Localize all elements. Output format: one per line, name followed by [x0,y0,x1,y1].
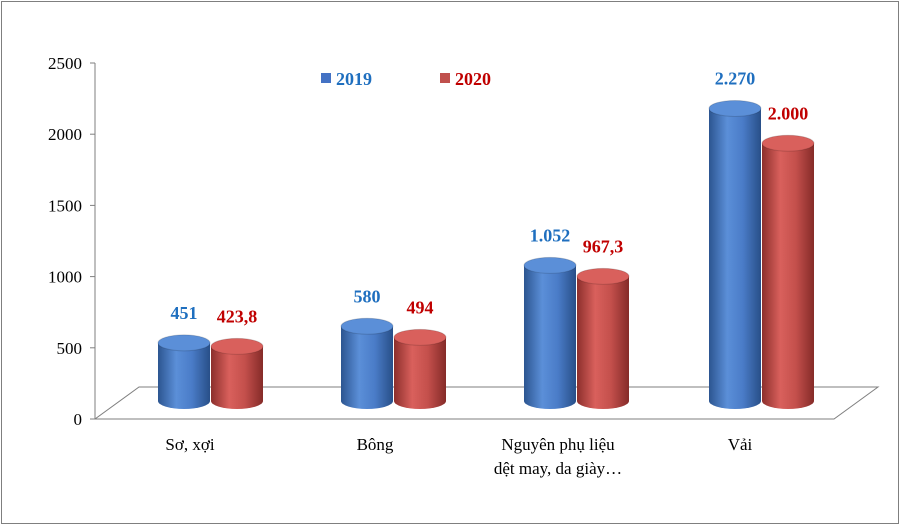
bar-top [523,256,577,274]
bar-body [577,276,629,409]
category-label: Vải [728,435,753,454]
y-tick-label: 2500 [48,54,82,73]
legend-2020-swatch [440,73,450,83]
y-tick-label: 1000 [48,268,82,287]
data-label: 494 [407,297,434,317]
bar-body [394,337,446,409]
y-tick-label: 0 [74,410,83,429]
bar-2020: 967,3 [576,236,630,409]
bar-body [341,326,393,409]
bar-top [340,317,394,335]
legend: 2019 2020 [321,69,491,89]
category-label: Bông [357,435,394,454]
data-label: 423,8 [217,306,258,326]
y-tick-label: 1500 [48,196,82,215]
bar-2019: 2.270 [708,68,762,409]
bar-body [211,346,263,409]
bar-body [709,108,761,409]
bar-top [393,328,447,346]
bar-top [210,337,264,355]
bar-top [157,334,211,352]
bar-2020: 423,8 [210,306,264,409]
legend-2019-swatch [321,73,331,83]
data-label: 451 [171,303,198,323]
bar-top [576,267,630,285]
bar-2019: 1.052 [523,225,577,409]
bar-body [158,342,210,409]
y-tick-label: 2000 [48,125,82,144]
category-label: Sơ, xợi [165,435,214,454]
bar-body [762,143,814,410]
legend-2020-label: 2020 [455,69,491,89]
bar-2019: 451 [157,303,211,409]
data-label: 2.270 [715,68,756,88]
legend-2019-label: 2019 [336,69,372,89]
bar-2020: 494 [393,297,447,409]
bar-top [708,99,762,117]
bar-top [761,134,815,152]
category-label: dệt may, da giày… [494,459,622,478]
data-label: 580 [354,286,381,306]
bar-body [524,265,576,409]
y-tick-label: 500 [57,339,83,358]
data-label: 1.052 [530,225,571,245]
data-label: 2.000 [768,103,809,123]
category-label: Nguyên phụ liệu [501,435,615,454]
floor-plane [93,386,880,420]
bar-2020: 2.000 [761,103,815,410]
data-label: 967,3 [583,236,624,256]
bar-2019: 580 [340,286,394,409]
